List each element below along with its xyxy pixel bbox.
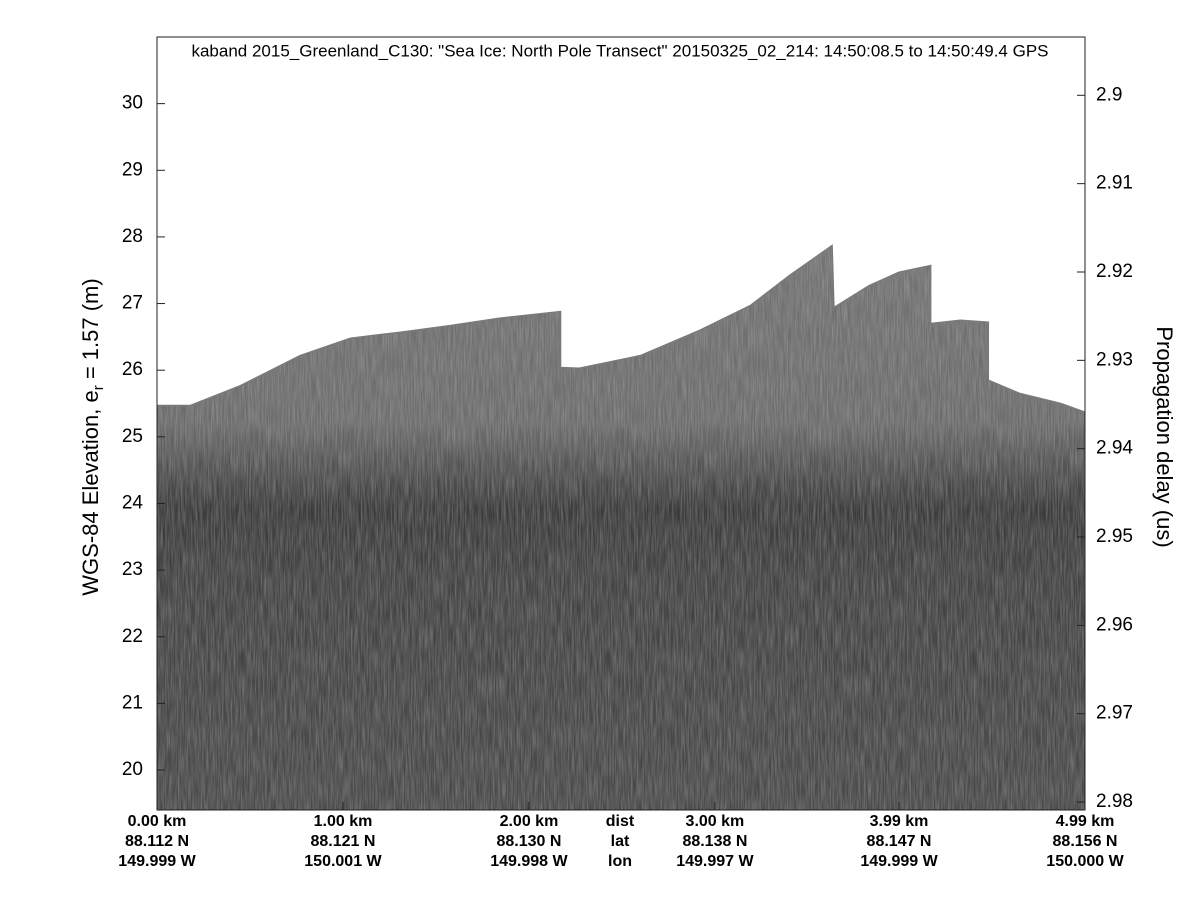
x-tick-lon: 149.998 W: [490, 853, 568, 870]
surface-profile: [157, 244, 1086, 413]
x-tick-label: 0.00 km: [128, 813, 187, 830]
y-tick-label: 27: [122, 293, 143, 314]
y-tick-label: 25: [122, 426, 143, 447]
x-tick-lat: 88.130 N: [496, 833, 561, 850]
plot-area: [157, 244, 1086, 810]
x-tick-lon: 150.001 W: [304, 853, 382, 870]
x-tick-lat: 88.147 N: [867, 833, 932, 850]
x-tick-label: 4.99 km: [1056, 813, 1115, 830]
x-row-label: lat: [611, 833, 630, 850]
chart-title: kaband 2015_Greenland_C130: "Sea Ice: No…: [191, 41, 1048, 60]
y-tick-label: 21: [122, 692, 143, 713]
y2-tick-label: 2.97: [1096, 703, 1133, 724]
y-label-tail: = 1.57 (m): [78, 278, 103, 385]
echo-speckle: [157, 245, 1085, 810]
x-tick-lon: 149.999 W: [860, 853, 938, 870]
y2-tick-label: 2.93: [1096, 349, 1133, 370]
y2-tick-label: 2.98: [1096, 791, 1133, 812]
x-tick-label: 3.00 km: [686, 813, 745, 830]
y-tick-label: 22: [122, 626, 143, 647]
y2-tick-label: 2.9: [1096, 84, 1122, 105]
x-tick-lat: 88.138 N: [682, 833, 747, 850]
y2-tick-label: 2.95: [1096, 526, 1133, 547]
y2-tick-label: 2.92: [1096, 261, 1133, 282]
y-tick-label: 26: [122, 359, 143, 380]
x-tick-label: 1.00 km: [314, 813, 373, 830]
x-row-label: dist: [606, 813, 635, 830]
y2-tick-label: 2.94: [1096, 438, 1133, 459]
x-tick-lat: 88.121 N: [311, 833, 376, 850]
x-tick-lat: 88.112 N: [125, 833, 189, 850]
y-tick-label: 23: [122, 559, 143, 580]
y-tick-label: 30: [122, 93, 143, 114]
y2-tick-label: 2.91: [1096, 173, 1133, 194]
y2-axis-label: Propagation delay (us): [1152, 326, 1177, 547]
x-row-label: lon: [608, 853, 632, 870]
axes-box: [156, 36, 1086, 811]
x-tick-lon: 150.000 W: [1046, 853, 1124, 870]
y-tick-label: 20: [122, 759, 143, 780]
y-label-subscript: r: [90, 385, 107, 390]
x-tick-lon: 149.999 W: [118, 853, 196, 870]
y-tick-label: 29: [122, 159, 143, 180]
x-tick-lat: 88.156 N: [1053, 833, 1118, 850]
y-label-main: WGS-84 Elevation, e: [78, 390, 103, 595]
y-tick-label: 28: [122, 226, 143, 247]
x-tick-label: 2.00 km: [500, 813, 559, 830]
y-tick-label: 24: [122, 492, 144, 513]
y2-tick-label: 2.96: [1096, 614, 1133, 635]
x-tick-label: 3.99 km: [870, 813, 929, 830]
x-tick-lon: 149.997 W: [676, 853, 754, 870]
y-axis-label: WGS-84 Elevation, er = 1.57 (m): [78, 278, 107, 595]
